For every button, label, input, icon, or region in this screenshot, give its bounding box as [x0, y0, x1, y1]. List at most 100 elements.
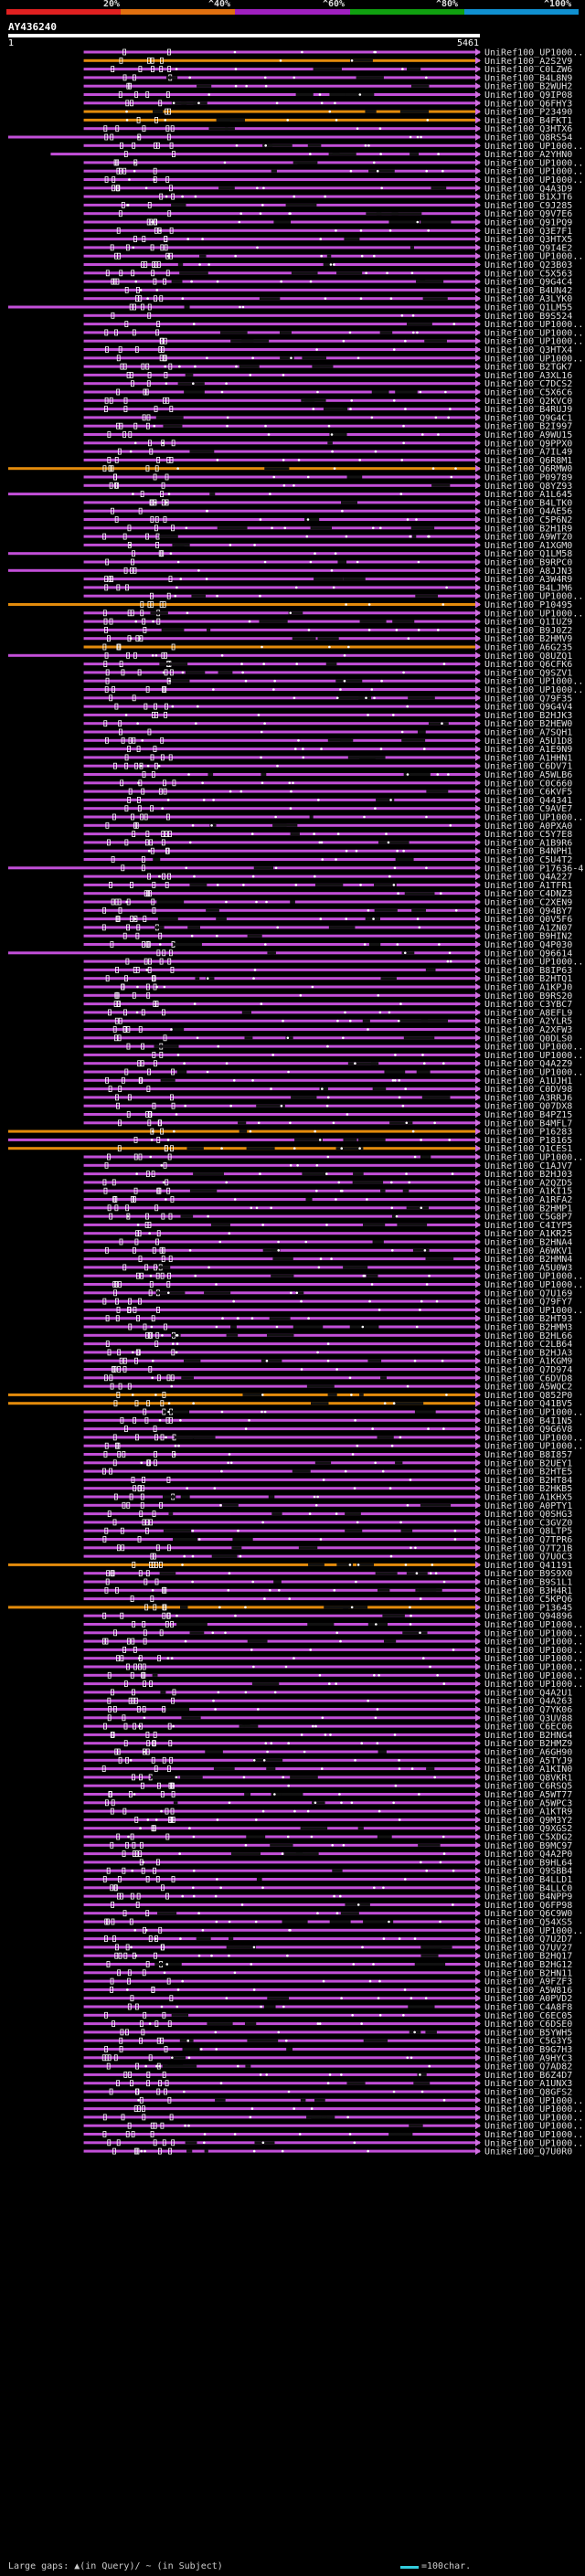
- hit-bar[interactable]: [83, 238, 480, 241]
- hit-bar[interactable]: [83, 1198, 480, 1201]
- hit-label[interactable]: UniRef100_B2H1R9: [484, 524, 572, 534]
- hit-label[interactable]: UniRef100_Q41BV5: [484, 1399, 572, 1409]
- hit-row[interactable]: UniRef100_B4LLD1: [83, 1875, 573, 1885]
- hit-label[interactable]: UniRef100_Q7YK06: [484, 1705, 572, 1715]
- hit-row[interactable]: UniRef100_Q6R8M1: [83, 456, 573, 466]
- hit-row[interactable]: UniRef100_C6EC06: [83, 1723, 573, 1733]
- hit-bar[interactable]: [83, 297, 480, 301]
- hit-bar[interactable]: [83, 118, 480, 122]
- hit-bar[interactable]: [83, 815, 480, 819]
- hit-label[interactable]: UniRef100_B9S524: [484, 312, 572, 322]
- hit-label[interactable]: UniRef100_A9HYC3: [484, 2053, 572, 2063]
- hit-label[interactable]: UniRef100_B2HTE5: [484, 1468, 572, 1478]
- hit-label[interactable]: UniRef100_B5YWH5: [484, 2028, 572, 2038]
- hit-row[interactable]: UniRef100_B6Z4D7: [83, 2071, 573, 2081]
- hit-bar[interactable]: [83, 764, 480, 768]
- hit-bar[interactable]: [83, 424, 480, 428]
- hit-label[interactable]: UniRef100_Q4P030: [484, 940, 572, 950]
- hit-bar[interactable]: [83, 1716, 480, 1720]
- hit-label[interactable]: UniRef100_B2HT93: [484, 1314, 572, 1324]
- hit-label[interactable]: UniRef100_B2HJ03: [484, 1170, 572, 1180]
- hit-label[interactable]: UniRef100_B2HKB5: [484, 1484, 572, 1494]
- hit-bar[interactable]: [83, 934, 480, 938]
- hit-label[interactable]: UniRef100_A6WKV1: [484, 1246, 572, 1256]
- hit-label[interactable]: UniRef100_A3RRJ6: [484, 1093, 572, 1103]
- hit-label[interactable]: UniRef100_Q3HTX6: [484, 124, 572, 134]
- hit-row[interactable]: UniRef100_Q44341: [83, 796, 573, 806]
- hit-label[interactable]: UniRef100_Q2KVC0: [484, 397, 572, 407]
- hit-bar[interactable]: [83, 1937, 480, 1941]
- hit-bar[interactable]: [83, 2013, 480, 2017]
- hit-row[interactable]: UniRef100_A3W4R9: [83, 575, 573, 585]
- hit-bar[interactable]: [83, 1614, 480, 1617]
- hit-row[interactable]: UniRef100_Q7U169: [83, 1288, 573, 1299]
- hit-label[interactable]: UniRef100_C4DNZ3: [484, 889, 572, 899]
- hit-row[interactable]: UniRef100_C6DSE0: [83, 2019, 573, 2030]
- hit-label[interactable]: UniRef100_C0C660: [484, 779, 572, 789]
- hit-label[interactable]: UniRef100_UP1000..: [484, 1433, 583, 1443]
- hit-label[interactable]: UniRef100_P16283: [484, 1128, 572, 1138]
- hit-row[interactable]: UniRef100_Q4A2P0: [83, 1850, 573, 1860]
- hit-label[interactable]: UniRef100_B2HL66: [484, 1331, 572, 1341]
- hit-bar[interactable]: [83, 594, 480, 598]
- hit-row[interactable]: UniRef100_Q9SBB4: [83, 1867, 573, 1877]
- hit-label[interactable]: UniRef100_C3GVZ0: [484, 1518, 572, 1528]
- hit-bar[interactable]: [83, 408, 480, 411]
- hit-row[interactable]: UniRef100_A1UNX3: [83, 2079, 573, 2089]
- hit-row[interactable]: UniRef100_Q8RS54: [8, 133, 572, 143]
- hit-bar[interactable]: [8, 1402, 480, 1405]
- hit-label[interactable]: UniRef100_UP1000..: [484, 1926, 583, 1936]
- hit-row[interactable]: UniRef100_B5YWH5: [83, 2028, 573, 2038]
- hit-label[interactable]: UniRef100_C6DVD8: [484, 1373, 572, 1383]
- hit-row[interactable]: UniRef100_B4L8N9: [83, 73, 573, 83]
- hit-row[interactable]: UniRef100_A9FZF3: [83, 1977, 573, 1988]
- hit-bar[interactable]: [83, 892, 480, 896]
- hit-row[interactable]: UniRef100_Q9G4C1: [83, 413, 573, 423]
- hit-label[interactable]: UniRef100_C1AJV7: [484, 1161, 572, 1171]
- hit-row[interactable]: UniRef100_B9HIN2: [83, 932, 573, 942]
- hit-bar[interactable]: [83, 2072, 480, 2076]
- hit-bar[interactable]: [83, 1487, 480, 1490]
- hit-bar[interactable]: [83, 2115, 480, 2119]
- hit-bar[interactable]: [83, 263, 480, 266]
- hit-row[interactable]: UniRef100_C2XEN9: [83, 898, 573, 908]
- hit-label[interactable]: UniRef100_Q4A227: [484, 873, 572, 883]
- hit-label[interactable]: UniRef100_B4FKT1: [484, 116, 572, 126]
- hit-row[interactable]: UniRef100_A1KTR9: [83, 1807, 573, 1818]
- hit-label[interactable]: UniRef100_B9G7H3: [484, 2045, 572, 2055]
- hit-bar[interactable]: [83, 1044, 480, 1048]
- hit-label[interactable]: UniRef100_C5X6C6: [484, 388, 572, 398]
- hit-bar[interactable]: [83, 1087, 480, 1091]
- hit-bar[interactable]: [8, 866, 480, 870]
- hit-label[interactable]: UniRef100_C7DCS2: [484, 379, 572, 389]
- hit-bar[interactable]: [83, 127, 480, 131]
- hit-bar[interactable]: [83, 1954, 480, 1957]
- hit-bar[interactable]: [8, 951, 480, 955]
- hit-bar[interactable]: [83, 1963, 480, 1966]
- hit-row[interactable]: UniRef100_UP1000..: [83, 328, 584, 338]
- hit-row[interactable]: UniRef100_B4NPP9: [83, 1892, 573, 1903]
- hit-bar[interactable]: [83, 509, 480, 513]
- hit-label[interactable]: UniRef100_UP1000..: [484, 1671, 583, 1681]
- hit-row[interactable]: UniRef100_UP1000..: [83, 1620, 584, 1630]
- hit-bar[interactable]: [83, 2133, 480, 2136]
- hit-bar[interactable]: [83, 1325, 480, 1329]
- hit-row[interactable]: UniRef100_UP1000..: [83, 252, 584, 262]
- hit-bar[interactable]: [83, 1588, 480, 1592]
- hit-label[interactable]: UniRef100_UP1000..: [484, 2104, 583, 2115]
- hit-row[interactable]: UniRef100_C5X6C6: [83, 388, 573, 398]
- hit-label[interactable]: UniRef100_B4NPP9: [484, 1892, 572, 1903]
- hit-row[interactable]: UniRef100_B2HJ03: [83, 1170, 573, 1180]
- hit-row[interactable]: UniRef100_Q6C9W0: [83, 1909, 573, 1919]
- hit-label[interactable]: UniRef100_C5Y7E8: [484, 830, 572, 840]
- hit-label[interactable]: UniRef100_Q9SBB4: [484, 1867, 572, 1877]
- hit-bar[interactable]: [83, 450, 480, 453]
- hit-label[interactable]: UniRef100_UP1000..: [484, 1153, 583, 1163]
- hit-label[interactable]: UniRef100_A1KR25: [484, 1229, 572, 1239]
- hit-label[interactable]: UniRef100_Q9G6V8: [484, 1425, 572, 1435]
- hit-bar[interactable]: [83, 195, 480, 198]
- hit-bar[interactable]: [83, 1724, 480, 1728]
- hit-row[interactable]: UniRef100_Q852P0: [8, 1391, 572, 1401]
- hit-label[interactable]: UniRef100_Q94BY7: [484, 906, 572, 917]
- hit-label[interactable]: UniRef100_Q9G4C1: [484, 413, 572, 423]
